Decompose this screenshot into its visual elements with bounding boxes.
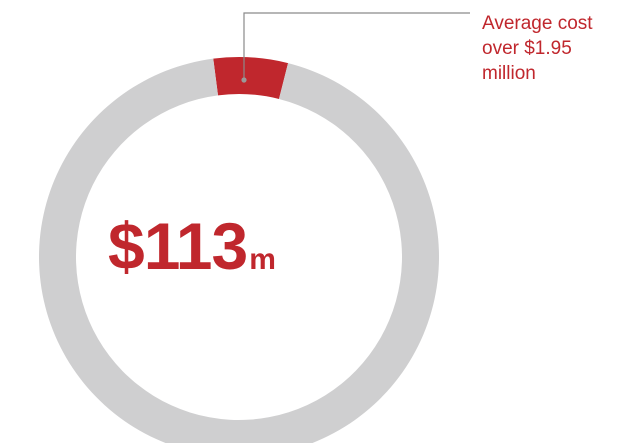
annotation-leader-dot	[241, 77, 247, 83]
donut-slice-highlight	[213, 57, 289, 99]
center-unit: m	[249, 243, 276, 276]
center-total-value: $113m	[108, 213, 308, 303]
annotation-line-3: million	[482, 63, 536, 84]
annotation-line-2: over $1.95	[482, 38, 572, 59]
annotation-leader-line	[243, 12, 470, 80]
donut-slices	[39, 57, 439, 443]
annotation-line-1: Average cost	[482, 13, 593, 34]
slice-annotation: Average cost over $1.95 million	[482, 11, 617, 86]
center-amount: $113	[108, 209, 248, 283]
